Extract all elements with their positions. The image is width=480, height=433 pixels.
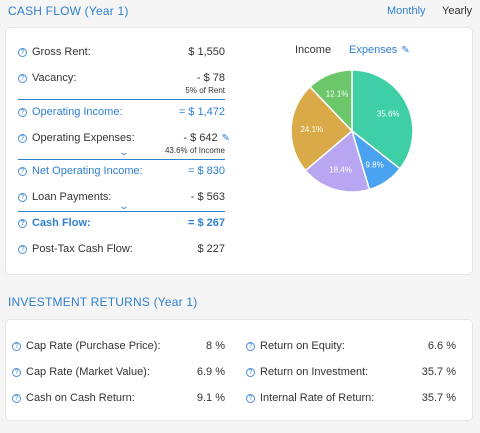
help-icon[interactable]: ? bbox=[18, 73, 27, 83]
vacancy-note: 5% of Rent bbox=[185, 86, 225, 95]
loan-payments-label: Loan Payments: bbox=[32, 191, 112, 203]
expenses-pie-chart: 35.6% 9.8% 18.4% 24.1% 12.1% bbox=[290, 69, 414, 193]
pie-slice[interactable] bbox=[304, 129, 371, 193]
divider bbox=[18, 99, 225, 100]
irr-value: 35.7 % bbox=[421, 392, 456, 404]
pie-slice[interactable] bbox=[308, 69, 353, 133]
monthly-toggle[interactable]: Monthly bbox=[387, 5, 426, 17]
vacancy-label: Vacancy: bbox=[32, 72, 77, 84]
cash-flow-card: ? Gross Rent: $ 1,550 ? Vacancy: - $ 78 … bbox=[6, 28, 472, 274]
operating-expenses-row: ? Operating Expenses: - $ 642 ✎ 43.6% of… bbox=[18, 130, 230, 155]
help-icon[interactable]: ? bbox=[18, 166, 27, 176]
post-tax-cash-flow-label: Post-Tax Cash Flow: bbox=[32, 243, 133, 255]
investment-returns-card: ? Cap Rate (Purchase Price): 8 % ? Cap R… bbox=[6, 320, 472, 420]
help-icon[interactable]: ? bbox=[18, 218, 27, 228]
cash-on-cash-label: Cash on Cash Return: bbox=[26, 392, 135, 404]
expenses-tab[interactable]: Expenses ✎ bbox=[349, 44, 410, 56]
edit-pencil-icon[interactable]: ✎ bbox=[221, 132, 230, 144]
help-icon[interactable]: ? bbox=[18, 47, 27, 57]
yearly-toggle[interactable]: Yearly bbox=[442, 5, 473, 17]
vacancy-row: ? Vacancy: - $ 78 5% of Rent bbox=[18, 70, 230, 95]
vacancy-value[interactable]: - $ 78 bbox=[196, 72, 225, 84]
pie-slice-label: 18.4% bbox=[329, 166, 352, 175]
gross-rent-row: ? Gross Rent: $ 1,550 bbox=[18, 44, 230, 60]
return-on-investment-label: Return on Investment: bbox=[260, 366, 369, 378]
cap-rate-purchase-label: Cap Rate (Purchase Price): bbox=[26, 340, 161, 352]
divider bbox=[18, 159, 225, 160]
divider bbox=[18, 211, 225, 212]
irr-label: Internal Rate of Return: bbox=[260, 392, 375, 404]
return-on-investment-value: 35.7 % bbox=[421, 366, 456, 378]
net-operating-income-row: ? Net Operating Income: = $ 830 bbox=[18, 163, 230, 179]
help-icon[interactable]: ? bbox=[12, 393, 21, 403]
pie-slice-label: 24.1% bbox=[300, 125, 323, 134]
pie-slice-label: 9.8% bbox=[366, 160, 384, 169]
cash-on-cash-value: 9.1 % bbox=[196, 392, 225, 404]
post-tax-cash-flow-value: $ 227 bbox=[197, 243, 225, 255]
expenses-tab-label: Expenses bbox=[349, 44, 398, 56]
return-on-equity-label: Return on Equity: bbox=[260, 340, 345, 352]
operating-expenses-label: Operating Expenses: bbox=[32, 132, 135, 144]
cash-flow-row: ? Cash Flow: = $ 267 bbox=[18, 215, 230, 231]
help-icon[interactable]: ? bbox=[12, 341, 21, 351]
help-icon[interactable]: ? bbox=[246, 341, 255, 351]
help-icon[interactable]: ? bbox=[18, 192, 27, 202]
net-operating-income-value: = $ 830 bbox=[187, 165, 225, 177]
cash-flow-title: CASH FLOW (Year 1) bbox=[8, 4, 129, 18]
chevron-down-icon[interactable]: ⌄ bbox=[118, 201, 130, 211]
return-on-equity-row: ? Return on Equity: 6.6 % bbox=[246, 338, 456, 354]
help-icon[interactable]: ? bbox=[18, 107, 27, 117]
cash-flow-value: = $ 267 bbox=[187, 217, 225, 229]
net-operating-income-label: Net Operating Income: bbox=[32, 165, 143, 177]
help-icon[interactable]: ? bbox=[18, 244, 27, 254]
chevron-down-icon[interactable]: ⌄ bbox=[118, 147, 130, 157]
pie-slice[interactable] bbox=[290, 85, 354, 172]
loan-payments-value: - $ 563 bbox=[190, 191, 225, 203]
cash-on-cash-row: ? Cash on Cash Return: 9.1 % bbox=[12, 390, 225, 406]
help-icon[interactable]: ? bbox=[18, 133, 27, 143]
pie-slice[interactable] bbox=[351, 69, 414, 170]
investment-returns-title: INVESTMENT RETURNS (Year 1) bbox=[8, 295, 198, 309]
operating-expenses-note: 43.6% of Income bbox=[164, 146, 225, 155]
return-on-investment-row: ? Return on Investment: 35.7 % bbox=[246, 364, 456, 380]
help-icon[interactable]: ? bbox=[246, 393, 255, 403]
cap-rate-purchase-row: ? Cap Rate (Purchase Price): 8 % bbox=[12, 338, 225, 354]
pie-slice-label: 12.1% bbox=[326, 90, 349, 99]
help-icon[interactable]: ? bbox=[12, 367, 21, 377]
cap-rate-purchase-value: 8 % bbox=[206, 340, 225, 352]
edit-pencil-icon[interactable]: ✎ bbox=[401, 45, 410, 56]
operating-income-label: Operating Income: bbox=[32, 106, 123, 118]
help-icon[interactable]: ? bbox=[246, 367, 255, 377]
irr-row: ? Internal Rate of Return: 35.7 % bbox=[246, 390, 456, 406]
cap-rate-market-value: 6.9 % bbox=[196, 366, 225, 378]
gross-rent-label: Gross Rent: bbox=[32, 46, 91, 58]
cash-flow-label: Cash Flow: bbox=[32, 217, 91, 229]
return-on-equity-value: 6.6 % bbox=[427, 340, 456, 352]
operating-income-row: ? Operating Income: = $ 1,472 bbox=[18, 104, 230, 120]
pie-slice-label: 35.6% bbox=[377, 109, 400, 118]
post-tax-cash-flow-row: ? Post-Tax Cash Flow: $ 227 bbox=[18, 241, 230, 257]
cap-rate-market-row: ? Cap Rate (Market Value): 6.9 % bbox=[12, 364, 225, 380]
income-tab[interactable]: Income bbox=[295, 44, 332, 56]
cap-rate-market-label: Cap Rate (Market Value): bbox=[26, 366, 150, 378]
operating-income-value: = $ 1,472 bbox=[178, 106, 225, 118]
operating-expenses-value[interactable]: - $ 642 bbox=[183, 132, 218, 144]
loan-payments-row: ? Loan Payments: - $ 563 bbox=[18, 189, 230, 205]
gross-rent-value: $ 1,550 bbox=[188, 46, 225, 58]
